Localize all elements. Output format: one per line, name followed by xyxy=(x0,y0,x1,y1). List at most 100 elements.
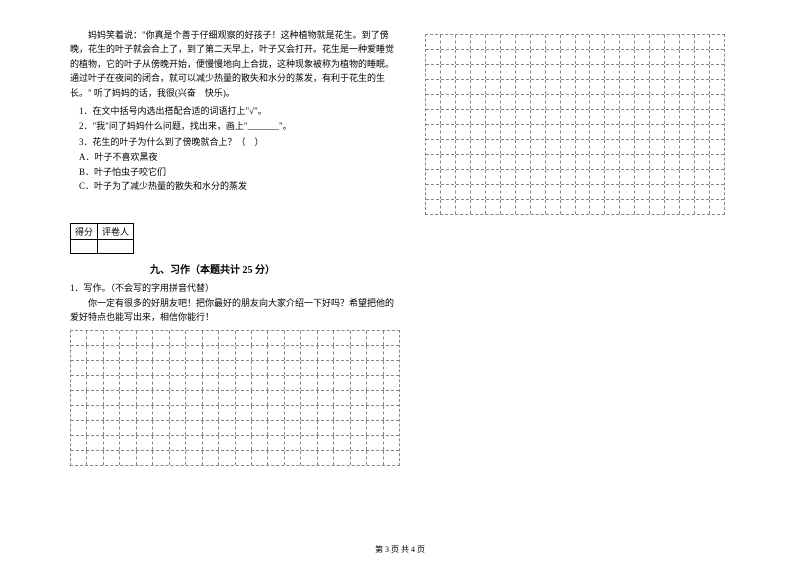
grid-cell xyxy=(268,376,284,390)
grid-cell xyxy=(620,35,635,49)
grid-cell xyxy=(334,391,350,405)
grid-cell xyxy=(486,80,501,94)
grid-cell xyxy=(576,95,591,109)
grid-cell xyxy=(268,436,284,450)
grid-cell xyxy=(120,376,136,390)
grid-cell xyxy=(561,95,576,109)
grid-cell xyxy=(456,50,471,64)
grid-cell xyxy=(318,331,334,345)
grid-cell xyxy=(252,436,268,450)
grid-cell xyxy=(203,451,219,465)
grid-cell xyxy=(219,331,235,345)
grid-cell xyxy=(137,331,153,345)
grid-cell xyxy=(441,110,456,124)
grid-cell xyxy=(501,140,516,154)
grid-cell xyxy=(590,35,605,49)
grid-cell xyxy=(104,361,120,375)
grid-cell xyxy=(531,140,546,154)
grid-cell xyxy=(650,110,665,124)
grid-cell xyxy=(650,200,665,214)
grid-cell xyxy=(695,95,710,109)
grid-cell xyxy=(426,185,441,199)
grid-cell xyxy=(71,406,87,420)
grid-cell xyxy=(285,346,301,360)
grid-cell xyxy=(351,451,367,465)
grid-cell xyxy=(120,406,136,420)
grid-cell xyxy=(680,80,695,94)
grid-row xyxy=(71,376,399,391)
grid-cell xyxy=(104,406,120,420)
page-content: 妈妈笑着说："你真是个善于仔细观察的好孩子！这种植物就是花生。到了傍晚，花生的叶… xyxy=(0,0,800,486)
grid-cell xyxy=(710,80,724,94)
grid-cell xyxy=(710,95,724,109)
grid-cell xyxy=(236,421,252,435)
grid-cell xyxy=(351,436,367,450)
grid-cell xyxy=(318,451,334,465)
grid-cell xyxy=(516,50,531,64)
score-label-1: 得分 xyxy=(71,224,98,240)
grid-cell xyxy=(635,80,650,94)
grid-cell xyxy=(546,65,561,79)
grid-cell xyxy=(710,65,724,79)
option-b: B．叶子怕虫子咬它们 xyxy=(79,165,400,179)
grid-cell xyxy=(561,155,576,169)
grid-cell xyxy=(137,421,153,435)
grid-row xyxy=(426,185,724,200)
grid-cell xyxy=(456,140,471,154)
grid-cell xyxy=(87,406,103,420)
grid-cell xyxy=(695,185,710,199)
grid-cell xyxy=(546,140,561,154)
grid-cell xyxy=(605,110,620,124)
grid-cell xyxy=(186,451,202,465)
grid-cell xyxy=(471,170,486,184)
grid-cell xyxy=(441,170,456,184)
grid-cell xyxy=(367,436,383,450)
grid-cell xyxy=(680,65,695,79)
grid-cell xyxy=(650,65,665,79)
grid-cell xyxy=(471,95,486,109)
grid-cell xyxy=(268,421,284,435)
option-a: A．叶子不喜欢黑夜 xyxy=(79,150,400,164)
grid-cell xyxy=(351,421,367,435)
grid-cell xyxy=(104,421,120,435)
grid-cell xyxy=(301,391,317,405)
grid-cell xyxy=(620,155,635,169)
grid-cell xyxy=(367,451,383,465)
grid-cell xyxy=(104,391,120,405)
grid-cell xyxy=(153,331,169,345)
grid-cell xyxy=(104,346,120,360)
grid-cell xyxy=(561,50,576,64)
grid-cell xyxy=(236,406,252,420)
grid-cell xyxy=(471,125,486,139)
grid-cell xyxy=(576,125,591,139)
grid-cell xyxy=(71,376,87,390)
grid-cell xyxy=(153,376,169,390)
writing-grid-right xyxy=(425,34,725,215)
grid-cell xyxy=(203,346,219,360)
grid-cell xyxy=(367,406,383,420)
grid-cell xyxy=(620,95,635,109)
writing-grid-left xyxy=(70,330,400,466)
grid-cell xyxy=(546,185,561,199)
grid-cell xyxy=(334,361,350,375)
grid-cell xyxy=(680,170,695,184)
grid-cell xyxy=(680,155,695,169)
grid-cell xyxy=(605,65,620,79)
grid-cell xyxy=(186,436,202,450)
grid-cell xyxy=(605,155,620,169)
score-table: 得分 评卷人 xyxy=(70,223,134,254)
grid-cell xyxy=(531,80,546,94)
grid-cell xyxy=(650,140,665,154)
grid-cell xyxy=(501,110,516,124)
grid-cell xyxy=(635,140,650,154)
grid-cell xyxy=(153,406,169,420)
grid-cell xyxy=(301,361,317,375)
grid-cell xyxy=(71,451,87,465)
grid-cell xyxy=(546,155,561,169)
grid-cell xyxy=(285,376,301,390)
grid-cell xyxy=(561,125,576,139)
grid-cell xyxy=(605,170,620,184)
grid-cell xyxy=(695,155,710,169)
grid-cell xyxy=(605,50,620,64)
grid-cell xyxy=(665,95,680,109)
